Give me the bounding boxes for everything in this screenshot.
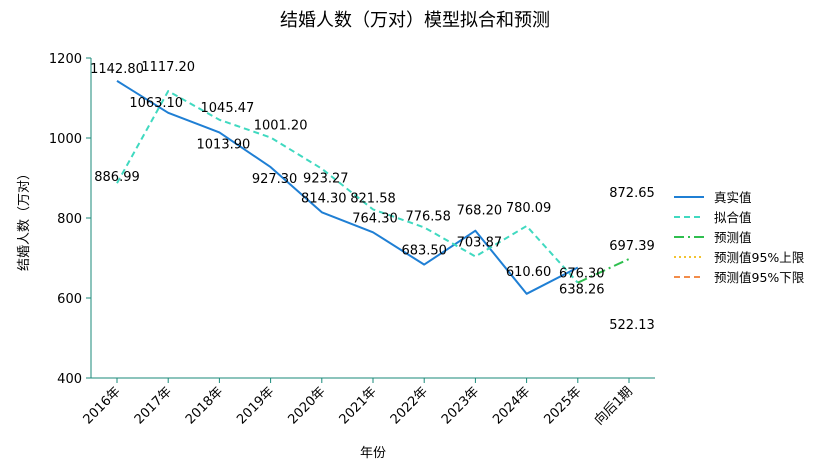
data-label: 683.50 <box>401 244 447 259</box>
data-label: 522.13 <box>609 318 655 333</box>
series-line-2 <box>116 90 579 284</box>
x-tick-label: 2022年 <box>388 384 431 427</box>
x-tick-label: 2025年 <box>541 384 584 427</box>
data-label: 676.30 <box>559 266 605 281</box>
series-line-1 <box>116 80 579 295</box>
data-label: 703.87 <box>457 235 503 250</box>
data-label: 776.58 <box>405 209 451 224</box>
x-tick-label: 2018年 <box>183 384 226 427</box>
data-label: 923.27 <box>303 172 349 187</box>
x-tick-label: 2019年 <box>234 384 277 427</box>
legend-label: 预测值95%上限 <box>714 250 805 265</box>
legend-label: 预测值95%下限 <box>714 270 805 285</box>
data-label: 1013.90 <box>197 137 251 152</box>
y-axis-label: 结婚人数（万对） <box>17 167 32 271</box>
y-tick-label: 800 <box>57 212 82 227</box>
data-label: 814.30 <box>301 191 347 206</box>
data-label: 780.09 <box>506 201 552 216</box>
x-tick-label: 2016年 <box>81 384 124 427</box>
data-label: 886.99 <box>94 170 140 185</box>
x-tick-label: 向后1期 <box>591 384 636 429</box>
series-line-3 <box>577 258 630 284</box>
x-tick-label: 2023年 <box>439 384 482 427</box>
x-tick-label: 2024年 <box>490 384 533 427</box>
y-tick-label: 1200 <box>49 52 82 67</box>
data-label: 1001.20 <box>254 119 308 134</box>
y-tick-label: 400 <box>57 372 82 387</box>
data-label: 638.26 <box>559 283 605 298</box>
x-axis-label: 年份 <box>360 446 386 461</box>
legend-label: 预测值 <box>714 230 752 245</box>
data-label: 821.58 <box>350 191 396 206</box>
data-label: 1117.20 <box>141 60 195 75</box>
legend-label: 拟合值 <box>714 210 752 225</box>
y-tick-label: 1000 <box>49 132 82 147</box>
data-label: 1142.80 <box>90 62 144 77</box>
x-tick-label: 2020年 <box>285 384 328 427</box>
data-label: 764.30 <box>352 211 398 226</box>
y-tick-label: 600 <box>57 292 82 307</box>
x-tick-label: 2021年 <box>337 384 380 427</box>
data-label: 872.65 <box>609 186 655 201</box>
data-label: 610.60 <box>506 265 552 280</box>
data-label: 927.30 <box>252 172 298 187</box>
data-label: 768.20 <box>457 204 503 219</box>
series-layer <box>116 80 630 295</box>
data-label: 1045.47 <box>201 101 255 116</box>
chart-title: 结婚人数（万对）模型拟合和预测 <box>280 10 550 31</box>
data-label: 697.39 <box>609 239 655 254</box>
x-tick-label: 2017年 <box>132 384 175 427</box>
legend-label: 真实值 <box>714 190 752 205</box>
data-label: 1063.10 <box>129 96 183 111</box>
